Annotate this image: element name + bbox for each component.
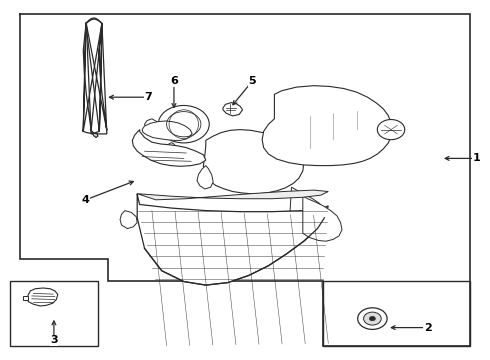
Circle shape	[369, 316, 375, 321]
Text: 7: 7	[145, 92, 152, 102]
Text: 5: 5	[248, 76, 256, 86]
Polygon shape	[203, 130, 304, 194]
Text: 1: 1	[473, 153, 481, 163]
Bar	[10, 281, 98, 346]
Circle shape	[158, 105, 209, 143]
Circle shape	[377, 120, 405, 140]
Text: 4: 4	[82, 195, 90, 205]
Circle shape	[358, 308, 387, 329]
Polygon shape	[91, 130, 98, 138]
Polygon shape	[132, 130, 206, 166]
Polygon shape	[197, 166, 213, 189]
Polygon shape	[120, 211, 137, 229]
Text: 3: 3	[50, 335, 58, 345]
Bar	[323, 281, 470, 346]
Polygon shape	[145, 119, 160, 130]
Polygon shape	[26, 288, 58, 306]
Text: 6: 6	[170, 76, 178, 86]
Polygon shape	[290, 187, 323, 220]
Bar	[23, 296, 28, 300]
Circle shape	[364, 312, 381, 325]
Polygon shape	[166, 143, 176, 152]
Polygon shape	[223, 103, 243, 116]
Polygon shape	[303, 196, 342, 241]
Polygon shape	[142, 121, 192, 140]
Polygon shape	[137, 190, 328, 200]
Text: 2: 2	[424, 323, 432, 333]
Polygon shape	[83, 19, 107, 134]
Polygon shape	[262, 86, 392, 166]
Polygon shape	[137, 194, 328, 285]
Polygon shape	[83, 18, 102, 133]
